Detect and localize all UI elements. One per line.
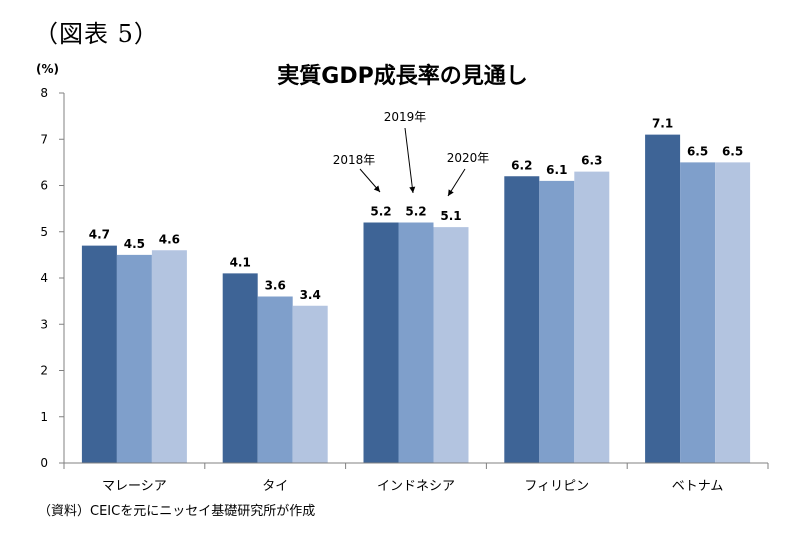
figure-label: （図表 5） [34,20,159,48]
series-annotation: 2020年 [447,151,490,165]
category-label: フィリピン [524,479,589,494]
bar [433,227,469,463]
y-tick-label: 4 [40,271,48,285]
annotation-arrowhead [448,189,454,196]
data-label: 3.4 [300,288,321,302]
bar [645,134,681,463]
bar [504,176,540,463]
y-tick-label: 5 [40,225,48,239]
category-label: インドネシア [377,479,455,494]
data-label: 7.1 [652,117,673,131]
y-tick-label: 2 [40,364,48,378]
data-label: 6.5 [722,144,743,158]
category-label: ベトナム [672,479,724,494]
data-label: 5.1 [440,209,461,223]
bar [715,162,751,463]
bar [151,250,187,463]
data-label: 6.3 [581,154,602,168]
bar [398,222,434,463]
annotation-arrow [404,127,414,194]
category-label: タイ [262,479,288,494]
data-label: 5.2 [370,205,391,219]
y-tick-label: 7 [40,132,48,146]
y-tick-label: 1 [40,410,48,424]
source-note: （資料）CEICを元にニッセイ基礎研究所が作成 [38,504,316,519]
y-tick-label: 6 [40,179,48,193]
data-label: 4.6 [159,232,180,246]
y-tick-label: 0 [40,456,48,470]
bar [292,305,328,463]
series-annotation: 2019年 [384,110,427,124]
y-axis-unit: (%) [36,62,59,76]
data-label: 6.2 [511,158,532,172]
bar [222,273,258,463]
bar [574,171,610,463]
data-label: 4.1 [230,255,251,269]
y-tick-label: 8 [40,86,48,100]
chart-title: 実質GDP成長率の見通し [277,64,528,89]
data-label: 3.6 [265,279,286,293]
data-label: 4.5 [124,237,145,251]
bar [116,254,152,463]
bar [680,162,716,463]
data-label: 4.7 [89,228,110,242]
bar [81,245,117,463]
bar [539,180,575,463]
data-label: 6.5 [687,144,708,158]
y-tick-label: 3 [40,317,48,331]
bar [257,296,293,463]
series-annotation: 2018年 [333,153,376,167]
data-label: 5.2 [405,205,426,219]
annotation-arrowhead [409,186,416,193]
category-label: マレーシア [102,479,167,494]
bar [363,222,399,463]
data-label: 6.1 [546,163,567,177]
annotation-arrowhead [373,185,380,192]
